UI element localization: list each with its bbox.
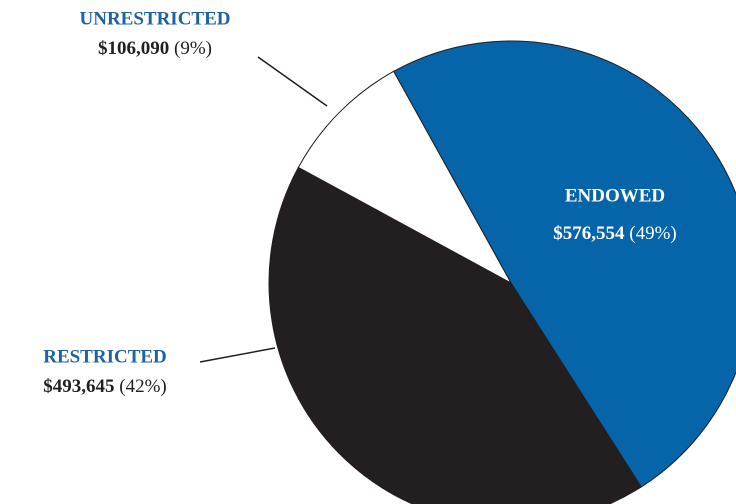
percent-label: (49%) xyxy=(629,223,676,244)
slice-value: $576,554 (49%) xyxy=(553,223,676,244)
value-label: $106,090 xyxy=(98,38,169,59)
value-label: $576,554 xyxy=(553,223,625,244)
slice-value: $106,090 (9%) xyxy=(98,38,212,59)
slice-label: ENDOWED xyxy=(565,185,665,206)
value-label: $493,645 xyxy=(43,376,114,397)
percent-label: (42%) xyxy=(119,376,166,397)
pie-slice xyxy=(268,166,642,504)
pie-slice xyxy=(392,40,736,488)
pie-slice xyxy=(297,70,513,285)
leader-line xyxy=(199,347,276,363)
slice-value: $493,645 (42%) xyxy=(43,376,166,397)
slice-label: RESTRICTED xyxy=(43,346,167,367)
slice-label: UNRESTRICTED xyxy=(80,8,231,29)
leader-line xyxy=(257,56,328,107)
percent-label: (9%) xyxy=(174,38,212,59)
